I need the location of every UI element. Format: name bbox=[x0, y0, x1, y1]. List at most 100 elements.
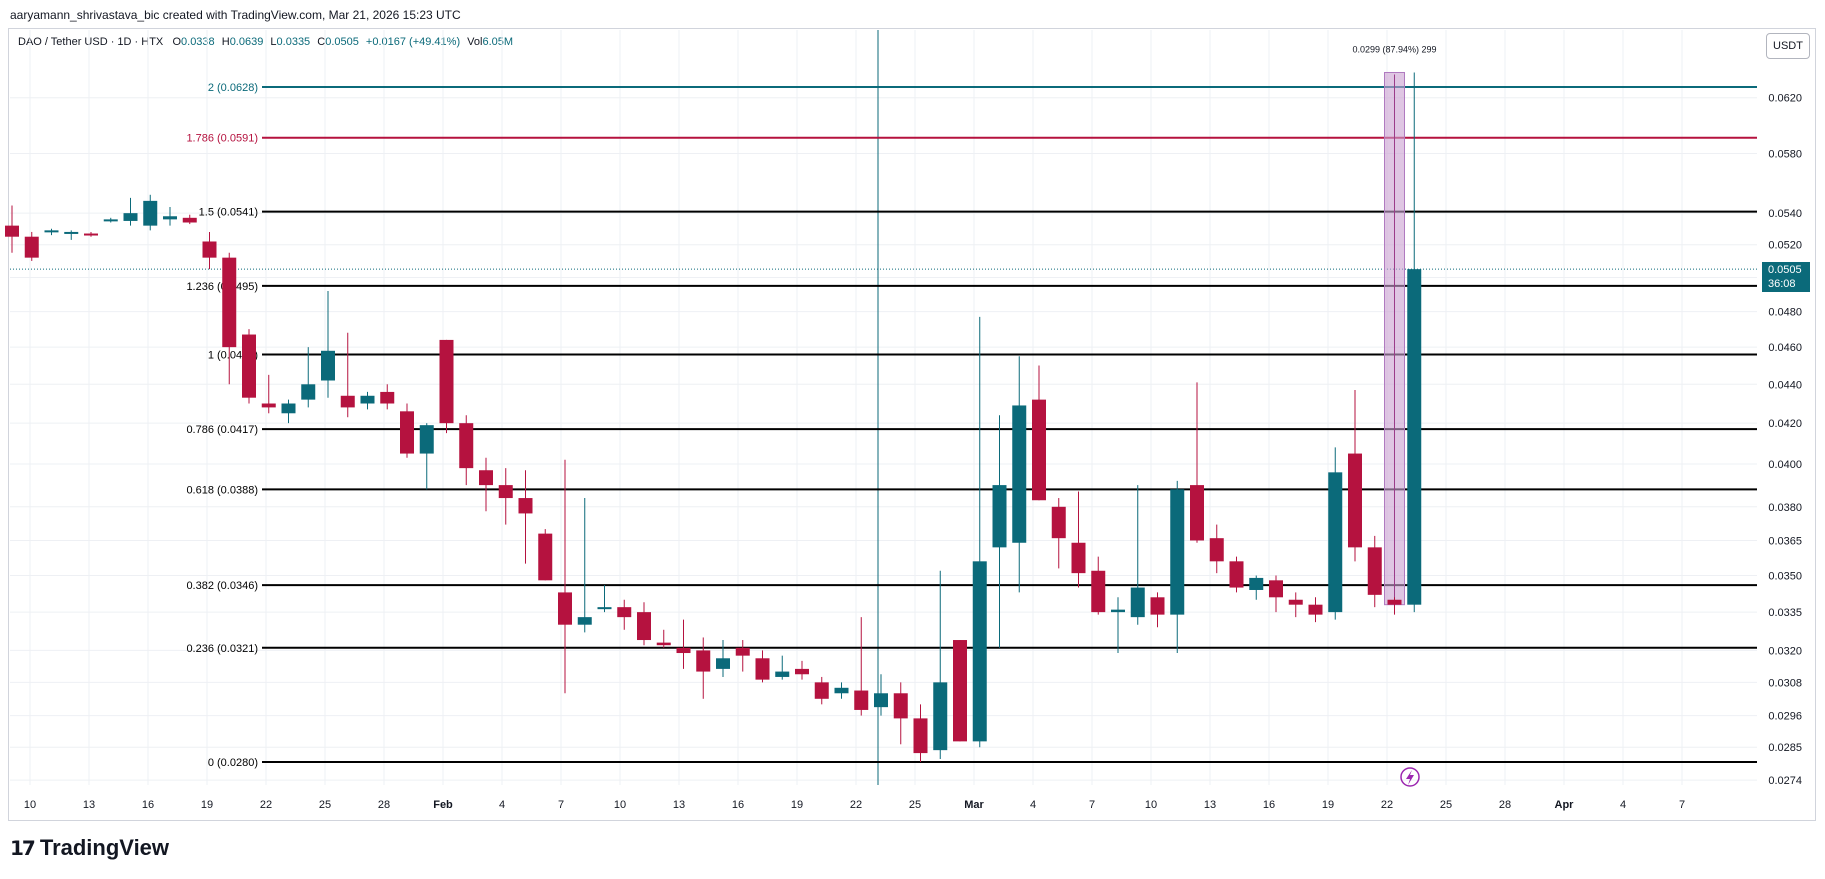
candle-body bbox=[261, 403, 276, 408]
y-axis-tick-label: 0.0296 bbox=[1768, 711, 1802, 723]
candle-body bbox=[617, 607, 632, 618]
candle-body bbox=[992, 485, 1007, 548]
y-axis-tick-label: 0.0320 bbox=[1768, 645, 1802, 657]
candle-body bbox=[321, 350, 335, 381]
chart-attribution: aaryamann_shrivastava_bic created with T… bbox=[10, 8, 461, 22]
x-axis-tick-label: 4 bbox=[499, 799, 505, 811]
candle-body bbox=[182, 217, 197, 223]
symbol-legend: DAO / Tether USD · 1D · HTX O0.0338 H 0.0… bbox=[18, 36, 517, 48]
x-axis-tick-label: 7 bbox=[1679, 799, 1685, 811]
x-axis-tick-label: 19 bbox=[791, 799, 803, 811]
y-axis-tick-label: 0.0420 bbox=[1768, 418, 1802, 430]
y-axis-tick-label: 0.0400 bbox=[1768, 459, 1802, 471]
y-axis-tick-label: 0.0365 bbox=[1768, 535, 1802, 547]
candle-body bbox=[1130, 587, 1145, 618]
candle-body bbox=[24, 236, 39, 258]
x-axis-tick-label: 4 bbox=[1030, 799, 1036, 811]
candle-body bbox=[64, 231, 79, 234]
x-axis-tick-label: 16 bbox=[732, 799, 744, 811]
y-axis-tick-label: 0.0285 bbox=[1768, 742, 1802, 754]
candle-body bbox=[538, 533, 553, 581]
x-axis-tick-label: 22 bbox=[1381, 799, 1393, 811]
candle-body bbox=[1209, 538, 1224, 562]
x-axis-tick-label: 4 bbox=[1620, 799, 1626, 811]
x-axis-tick-label: 10 bbox=[614, 799, 626, 811]
candle-body bbox=[400, 411, 414, 454]
x-axis-tick-label: 25 bbox=[1440, 799, 1452, 811]
candle-body bbox=[558, 592, 572, 625]
low-value: 0.0335 bbox=[276, 36, 311, 48]
open-label: O bbox=[172, 36, 182, 48]
candle-body bbox=[459, 423, 474, 469]
candle-body bbox=[755, 658, 770, 680]
candle-body bbox=[637, 612, 651, 641]
candle-body bbox=[1170, 489, 1185, 615]
candle-body bbox=[1249, 577, 1264, 590]
candle-body bbox=[1229, 561, 1244, 588]
x-axis-tick-label: Apr bbox=[1555, 799, 1575, 811]
x-axis-tick-label: 28 bbox=[1499, 799, 1511, 811]
candle-body bbox=[1328, 472, 1343, 613]
fib-level-label: 2 (0.0628) bbox=[208, 82, 258, 94]
open-value: 0.0338 bbox=[181, 36, 215, 48]
candle-body bbox=[439, 339, 454, 424]
y-axis-tick-label: 0.0335 bbox=[1768, 607, 1802, 619]
currency-button[interactable]: USDT bbox=[1766, 33, 1810, 59]
candle-body bbox=[1367, 547, 1382, 595]
y-axis-tick-label: 0.0480 bbox=[1768, 307, 1802, 319]
candle-body bbox=[281, 403, 296, 414]
fib-level-label: 1.5 (0.0541) bbox=[199, 207, 258, 219]
candle-body bbox=[84, 233, 98, 236]
candle-body bbox=[913, 718, 928, 754]
x-axis-tick-label: 13 bbox=[1204, 799, 1216, 811]
fib-level-label: 1.236 (0.0495) bbox=[186, 281, 258, 293]
fib-level-label: 0.786 (0.0417) bbox=[186, 424, 258, 436]
candle-body bbox=[893, 693, 908, 719]
candle-body bbox=[1150, 597, 1165, 615]
candle-body bbox=[1091, 570, 1106, 613]
close-label: C bbox=[317, 36, 326, 48]
x-axis-tick-label: 16 bbox=[1263, 799, 1275, 811]
candle-body bbox=[597, 607, 612, 610]
y-axis-tick-label: 0.0540 bbox=[1768, 208, 1802, 220]
y-axis-tick-label: 0.0308 bbox=[1768, 677, 1802, 689]
candle-body bbox=[676, 647, 691, 654]
candle-body bbox=[498, 485, 513, 499]
candle-body bbox=[972, 561, 987, 742]
lightning-event-icon bbox=[1400, 767, 1420, 787]
candle-body bbox=[577, 617, 592, 625]
candle-body bbox=[5, 225, 19, 237]
candle-body bbox=[1111, 609, 1125, 613]
candle-body bbox=[360, 395, 375, 404]
candle-body bbox=[123, 213, 138, 221]
candle-body bbox=[242, 334, 256, 398]
candle-body bbox=[1387, 599, 1402, 605]
candle-body bbox=[380, 391, 395, 404]
last-price-tag: 0.0505 36:08 bbox=[1762, 262, 1810, 292]
tradingview-logo: 𝟭𝟳 TradingView bbox=[10, 835, 169, 861]
vol-label: Vol bbox=[467, 36, 483, 48]
symbol-name[interactable]: DAO / Tether USD · 1D · HTX bbox=[18, 36, 164, 48]
candle-body bbox=[775, 671, 790, 677]
change-value: +0.0167 (+49.41%) bbox=[365, 36, 461, 48]
candle-body bbox=[340, 395, 355, 408]
candle-body bbox=[419, 425, 434, 454]
candle-body bbox=[1407, 269, 1422, 605]
candle-body bbox=[854, 690, 869, 710]
y-axis-tick-label: 0.0274 bbox=[1768, 775, 1802, 787]
x-axis-tick-label: 13 bbox=[673, 799, 685, 811]
candle-body bbox=[1190, 485, 1204, 541]
candle-body bbox=[143, 200, 158, 226]
candle-body bbox=[933, 682, 948, 751]
candle-body bbox=[301, 384, 316, 400]
vol-value: 6.05M bbox=[482, 36, 514, 48]
y-axis-tick-label: 0.0520 bbox=[1768, 240, 1802, 252]
y-axis-tick-label: 0.0580 bbox=[1768, 148, 1802, 160]
last-price-value: 0.0505 bbox=[1768, 264, 1802, 276]
x-axis-tick-label: 10 bbox=[24, 799, 36, 811]
chart-frame bbox=[8, 28, 1816, 821]
y-axis-tick-label: 0.0620 bbox=[1768, 93, 1802, 105]
high-label: H bbox=[221, 36, 230, 48]
candle-body bbox=[735, 647, 750, 656]
